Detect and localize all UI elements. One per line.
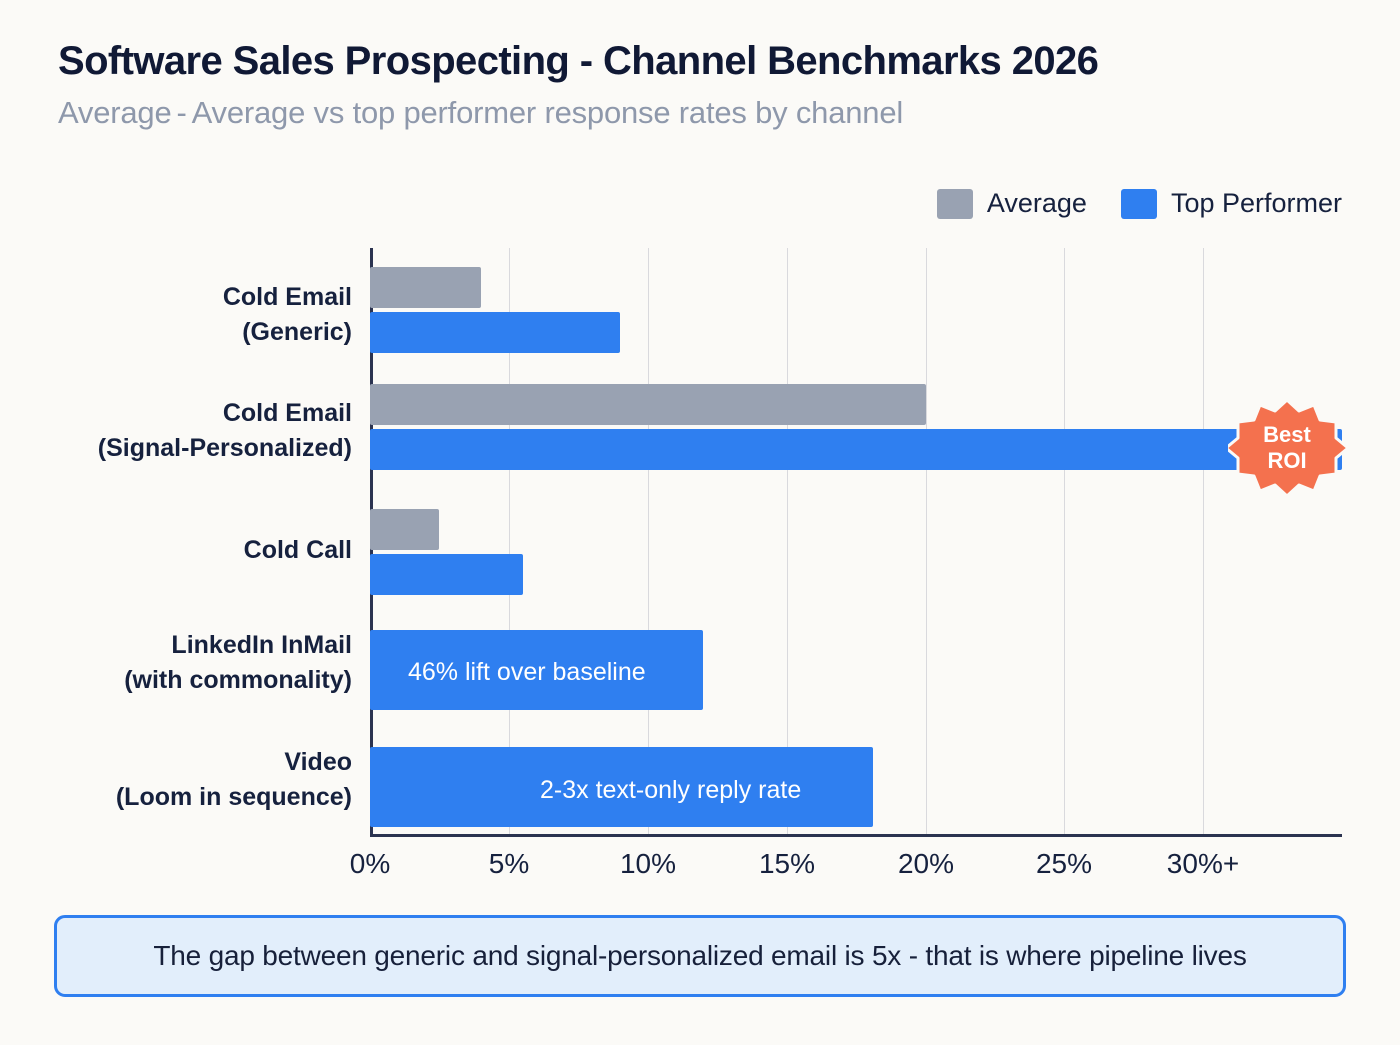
legend-swatch-average	[936, 188, 973, 219]
category-label-line-2: (Generic)	[242, 317, 352, 346]
category-label-line-1: Cold Email	[222, 283, 352, 311]
bar-top-performer-cold-email-signal-personalized[interactable]	[370, 429, 1342, 470]
annotation-linkedin-inmail: 46% lift over baseline	[408, 658, 646, 686]
footer-callout: The gap between generic and signal-perso…	[54, 915, 1346, 997]
bar-top-performer-cold-call[interactable]	[370, 554, 523, 595]
x-tick-15: 15%	[758, 848, 816, 879]
bar-top-performer-cold-email-generic[interactable]	[370, 312, 620, 353]
badge-line-1: Best	[1263, 422, 1311, 448]
x-tick-30: 30%+	[1166, 848, 1240, 879]
x-tick-0: 0%	[349, 848, 391, 879]
bar-average-cold-call[interactable]	[370, 509, 439, 550]
gridline-30	[1203, 248, 1204, 834]
best-roi-badge[interactable]: Best ROI	[1228, 398, 1346, 498]
gridline-20	[926, 248, 927, 834]
gridline-25	[1064, 248, 1065, 834]
gridline-15	[787, 248, 788, 834]
category-label-line-1: Cold Call	[243, 536, 352, 564]
subtitle-separator: -	[176, 95, 187, 130]
chart-header: Software Sales Prospecting - Channel Ben…	[58, 38, 1348, 131]
best-roi-badge-text: Best ROI	[1228, 398, 1346, 498]
category-label-video-loom: Video (Loom in sequence)	[116, 745, 352, 814]
badge-line-2: ROI	[1267, 448, 1307, 473]
category-label-cold-call: Cold Call	[244, 533, 352, 568]
category-label-line-2: (Loom in sequence)	[115, 782, 352, 811]
page-subtitle: Average - Average vs top performer respons…	[58, 95, 1348, 131]
legend-label-average: Average	[986, 188, 1087, 218]
x-axis-line	[370, 834, 1342, 837]
category-label-cold-email-generic: Cold Email (Generic)	[223, 280, 352, 349]
gridline-10	[648, 248, 649, 834]
starburst-icon	[1228, 398, 1346, 498]
category-label-line-1: LinkedIn InMail	[171, 631, 352, 659]
annotation-video-loom: 2-3x text-only reply rate	[540, 776, 802, 804]
category-label-line-2: (with commonality)	[124, 665, 352, 694]
gridline-5	[509, 248, 510, 834]
x-tick-5: 5%	[488, 848, 530, 879]
legend-label-top-performer: Top Performer	[1170, 188, 1342, 218]
page-title: Software Sales Prospecting - Channel Ben…	[58, 39, 1099, 83]
legend-swatch-top-performer	[1120, 188, 1157, 219]
x-tick-25: 25%	[1035, 848, 1093, 879]
footer-callout-text: The gap between generic and signal-perso…	[153, 940, 1247, 971]
category-label-line-1: Video	[284, 748, 352, 776]
chart-legend: Average Top Performer	[936, 188, 1342, 219]
category-label-line-2: (Signal-Personalized)	[97, 433, 352, 462]
legend-item-top-performer[interactable]: Top Performer	[1120, 188, 1342, 219]
bar-average-cold-email-signal-personalized[interactable]	[370, 384, 926, 425]
bar-top-performer-linkedin-inmail[interactable]	[370, 630, 703, 710]
x-tick-20: 20%	[897, 848, 955, 879]
bar-top-performer-video-loom[interactable]	[370, 747, 873, 827]
x-tick-10: 10%	[619, 848, 677, 879]
subtitle-prefix: Average	[58, 95, 172, 130]
category-label-line-1: Cold Email	[222, 399, 352, 427]
subtitle-rest: Average vs top performer response rates …	[191, 95, 904, 130]
bar-average-cold-email-generic[interactable]	[370, 267, 481, 308]
bar-chart: Cold Email (Generic) Cold Email (Signal-…	[0, 248, 1400, 879]
category-label-cold-email-signal-personalized: Cold Email (Signal-Personalized)	[98, 396, 352, 465]
legend-item-average[interactable]: Average	[936, 188, 1087, 219]
category-label-linkedin-inmail: LinkedIn InMail (with commonality)	[124, 628, 352, 697]
